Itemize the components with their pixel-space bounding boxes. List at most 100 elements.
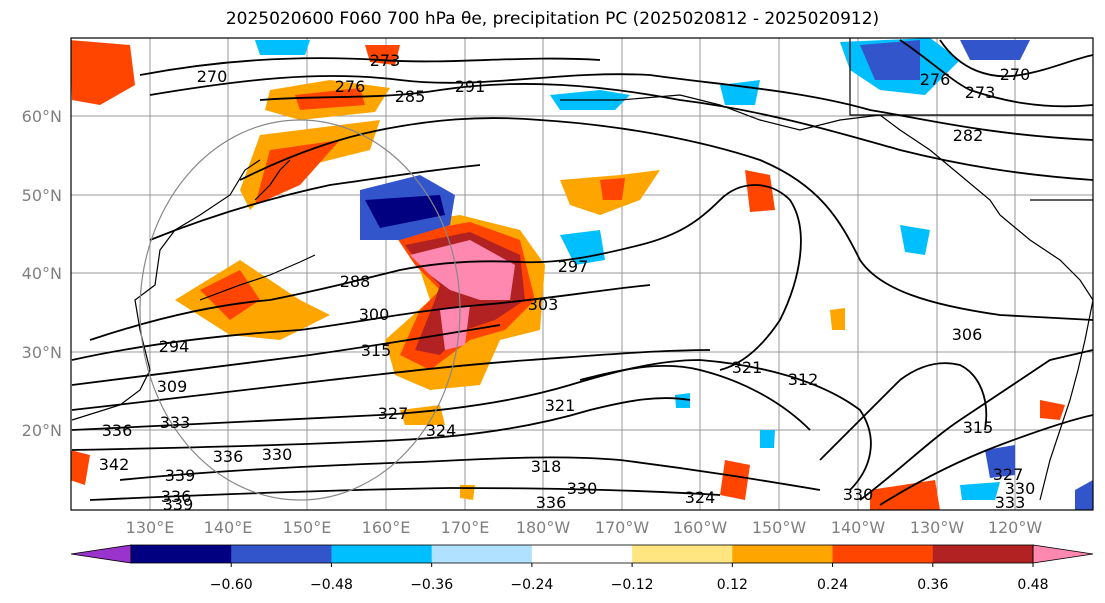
contour-label: 339 [163, 495, 194, 514]
contour-label: 330 [843, 485, 874, 504]
colorbar-tick-label: 0.36 [917, 577, 948, 593]
colorbar-segment [231, 545, 332, 563]
precip-blob [960, 482, 1000, 500]
border-line [849, 38, 1093, 116]
contour-line [149, 73, 1093, 141]
contour-line [71, 349, 711, 411]
colorbar-tick-label: −0.60 [210, 577, 253, 593]
longitude-label: 140°E [204, 518, 253, 537]
longitude-label: 180°W [516, 518, 571, 537]
contour-line [71, 324, 501, 386]
coastlines [71, 38, 1093, 501]
contour-label: 318 [531, 457, 562, 476]
precip-blob [860, 40, 920, 80]
contour-line [89, 487, 721, 501]
coastline [254, 159, 291, 201]
contour-label: 342 [99, 455, 130, 474]
contour-line [579, 365, 811, 431]
contour-label: 282 [953, 126, 984, 145]
latitude-label: 40°N [22, 264, 62, 283]
colorbar-tick-label: 0.48 [1017, 577, 1048, 593]
precip-blob [870, 480, 940, 510]
colorbar-segment [732, 545, 834, 563]
colorbar-tick-label: −0.12 [611, 577, 654, 593]
contour-label: 288 [340, 272, 371, 291]
precip-blob [985, 445, 1015, 478]
colorbar-segment [331, 545, 433, 563]
contour-label: 336 [213, 447, 244, 466]
longitude-label: 130°E [126, 518, 175, 537]
precip-blob [720, 460, 750, 500]
longitude-label: 130°W [910, 518, 965, 537]
contour-label: 315 [963, 418, 994, 437]
colorbar: −0.60 −0.48 −0.36 −0.24 −0.12 0.12 0.24 0.36 0.4… [70, 544, 1094, 593]
latitude-labels: 20°N 30°N 40°N 50°N 60°N [22, 107, 62, 440]
precip-blob [295, 88, 365, 110]
contour-line [899, 39, 1093, 108]
precip-blob [410, 240, 515, 300]
precip-blob [720, 80, 760, 105]
precip-blob [900, 225, 930, 255]
contour-label: 273 [370, 51, 401, 70]
contour-label: 336 [161, 487, 192, 506]
colorbar-extend-high [1032, 544, 1094, 564]
coastline [71, 159, 261, 421]
contour-label: 276 [335, 77, 366, 96]
precip-blob [1040, 400, 1065, 420]
longitude-label: 140°W [831, 518, 886, 537]
contour-line [859, 349, 1093, 501]
longitude-label: 160°E [362, 518, 411, 537]
contour-label: 324 [685, 488, 716, 507]
precip-blob [200, 270, 260, 320]
contour-line [939, 39, 1093, 78]
projection-circle [139, 119, 461, 501]
contour-line [119, 456, 821, 491]
contour-line [71, 359, 872, 491]
longitude-labels: 130°E 140°E 150°E 160°E 170°E 180°W 170°W 160°W… [126, 518, 1043, 537]
contour-label: 333 [995, 493, 1026, 512]
longitude-label: 160°W [673, 518, 728, 537]
theta-e-contours [71, 39, 1093, 506]
longitude-label: 150°E [283, 518, 332, 537]
coastline [560, 94, 1001, 216]
colorbar-segment [932, 545, 1034, 563]
contour-label: 270 [1000, 65, 1031, 84]
contour-label: 312 [788, 370, 819, 389]
map-border [70, 37, 1094, 511]
colorbar-tick-label: −0.48 [310, 577, 353, 593]
contour-label: 336 [536, 493, 567, 512]
colorbar-segment [431, 545, 533, 563]
colorbar-segment [531, 545, 633, 563]
contour-label: 300 [359, 305, 390, 324]
precip-blob [760, 430, 775, 448]
precip-blob [830, 308, 845, 330]
precip-blob [440, 305, 470, 350]
colorbar-segment [131, 545, 232, 563]
contour-label: 270 [197, 67, 228, 86]
contour-label: 327 [378, 404, 409, 423]
contour-line [149, 164, 481, 241]
contour-line [879, 414, 1093, 506]
colorbar-segment [832, 545, 934, 563]
longitude-label: 170°W [595, 518, 650, 537]
precip-blob [960, 40, 1030, 60]
contour-label: 336 [102, 421, 133, 440]
contour-label: 330 [567, 479, 598, 498]
contour-label: 315 [361, 341, 392, 360]
coastline [999, 214, 1093, 301]
colorbar-tick-label: −0.24 [510, 577, 553, 593]
contour-line [71, 284, 651, 361]
contour-line [819, 362, 988, 461]
contour-label: 333 [160, 413, 191, 432]
latitude-label: 30°N [22, 343, 62, 362]
latitude-label: 50°N [22, 186, 62, 205]
contour-label: 321 [732, 358, 763, 377]
colorbar-tick-label: 0.12 [717, 577, 748, 593]
contour-label: 276 [920, 70, 951, 89]
colorbar-segment [632, 545, 733, 563]
contour-line [239, 117, 1093, 321]
contour-label: 294 [159, 337, 190, 356]
contour-line [71, 397, 691, 451]
contour-label: 303 [528, 295, 559, 314]
